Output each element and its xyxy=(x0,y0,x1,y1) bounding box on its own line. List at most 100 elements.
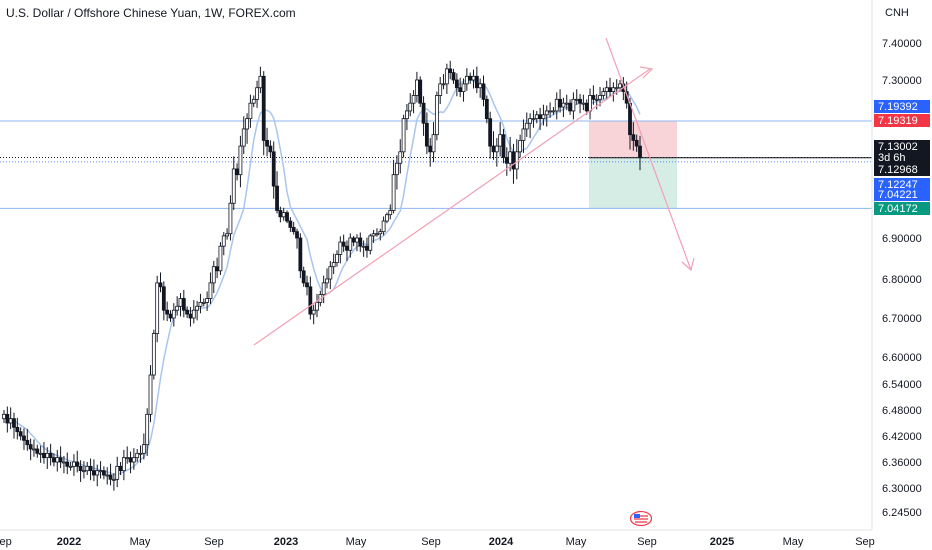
candle-body xyxy=(415,79,419,96)
candle-body xyxy=(508,151,513,164)
price-badge xyxy=(874,100,930,113)
candle-body xyxy=(464,75,469,85)
candle-body xyxy=(25,439,30,446)
candle-body xyxy=(345,245,349,251)
candle-body xyxy=(331,262,336,268)
candle-body xyxy=(12,418,16,428)
candle-body xyxy=(15,426,20,433)
candle-body xyxy=(82,470,86,473)
candle-body xyxy=(391,174,396,211)
price-badge-label: 3d 6h xyxy=(878,152,906,164)
candle-body xyxy=(238,145,243,176)
candle-body xyxy=(78,465,83,472)
candle-body xyxy=(225,233,229,237)
take-profit-zone xyxy=(589,157,677,209)
candle-body xyxy=(301,270,306,284)
x-tick-label: May xyxy=(566,536,587,548)
candle-body xyxy=(251,98,256,104)
candle-body xyxy=(5,413,10,424)
candle-body xyxy=(198,301,203,307)
candle-body xyxy=(208,282,213,299)
candle-body xyxy=(18,431,23,437)
price-badge xyxy=(874,202,930,215)
candle-body xyxy=(155,282,160,334)
y-tick-label: 6.80000 xyxy=(882,274,922,286)
candle-body xyxy=(178,298,183,307)
candle-body xyxy=(388,210,393,216)
candle-body xyxy=(571,98,576,112)
price-badge xyxy=(874,114,930,127)
candle-body xyxy=(518,139,523,153)
candle-body xyxy=(581,102,586,105)
candle-body xyxy=(278,210,283,218)
candle-body xyxy=(311,309,316,315)
candle-body xyxy=(28,444,33,450)
candle-body xyxy=(195,305,200,311)
candle-body xyxy=(355,237,359,243)
candle-body xyxy=(471,75,476,81)
candle-body xyxy=(218,245,223,272)
y-tick-label: 6.42000 xyxy=(882,431,922,443)
candle-body xyxy=(484,98,489,120)
x-tick-label: 2022 xyxy=(57,536,81,548)
candle-body xyxy=(68,465,73,468)
candle-body xyxy=(351,237,356,243)
candle-body xyxy=(38,452,43,455)
candle-body xyxy=(631,134,636,141)
candle-body xyxy=(574,98,579,101)
us-flag-icon[interactable] xyxy=(630,511,652,526)
price-badge-label: 7.19319 xyxy=(878,115,918,127)
candle-body xyxy=(395,162,399,176)
time-axis: Sep 2022 May Sep 2023 May Sep 2024 May Sep 2025 May… xyxy=(0,529,875,548)
candle-body xyxy=(215,266,220,272)
price-badge-label: 7.12968 xyxy=(878,164,918,176)
candle-body xyxy=(42,452,46,459)
candle-body xyxy=(48,452,53,459)
candle-body xyxy=(108,474,113,480)
candle-body xyxy=(191,309,196,319)
currency-label[interactable]: CNH xyxy=(885,7,909,19)
candle-body xyxy=(231,168,236,204)
candle-body xyxy=(135,452,140,459)
candle-body xyxy=(125,457,130,460)
candle-body xyxy=(171,309,176,319)
candle-body xyxy=(305,282,309,288)
candle-body xyxy=(608,87,612,92)
x-tick-label: 2025 xyxy=(710,536,734,548)
candle-body xyxy=(8,418,13,424)
candle-body xyxy=(75,461,80,467)
candle-body xyxy=(32,448,36,451)
candle-body xyxy=(145,413,150,446)
candle-body xyxy=(118,465,123,472)
candle-body xyxy=(501,134,506,158)
candle-body xyxy=(211,266,216,284)
candle-body xyxy=(561,102,566,108)
x-tick-label: Sep xyxy=(204,536,224,548)
candle-body xyxy=(221,235,226,247)
candle-body xyxy=(72,461,76,467)
x-tick-label: 2023 xyxy=(274,536,298,548)
price-badge xyxy=(874,178,930,191)
x-tick-label: Sep xyxy=(855,536,875,548)
candle-body xyxy=(521,128,526,141)
candle-body xyxy=(291,227,296,233)
candle-body xyxy=(105,474,110,477)
candle-body xyxy=(45,452,50,459)
price-badge xyxy=(874,140,930,153)
candles xyxy=(2,60,642,491)
candle-body xyxy=(488,118,493,147)
y-tick-label: 6.60000 xyxy=(882,352,922,364)
candle-body xyxy=(558,98,562,108)
candle-body xyxy=(205,298,210,303)
candle-body xyxy=(584,102,589,112)
candle-body xyxy=(141,444,146,454)
candle-body xyxy=(375,233,379,236)
y-tick-label: 6.90000 xyxy=(882,233,922,245)
moving-average xyxy=(3,79,641,476)
candle-body xyxy=(438,83,443,96)
candle-body xyxy=(52,457,56,463)
candle-body xyxy=(591,95,596,100)
candle-body xyxy=(328,266,333,280)
price-badge-label: 7.19392 xyxy=(878,101,918,113)
